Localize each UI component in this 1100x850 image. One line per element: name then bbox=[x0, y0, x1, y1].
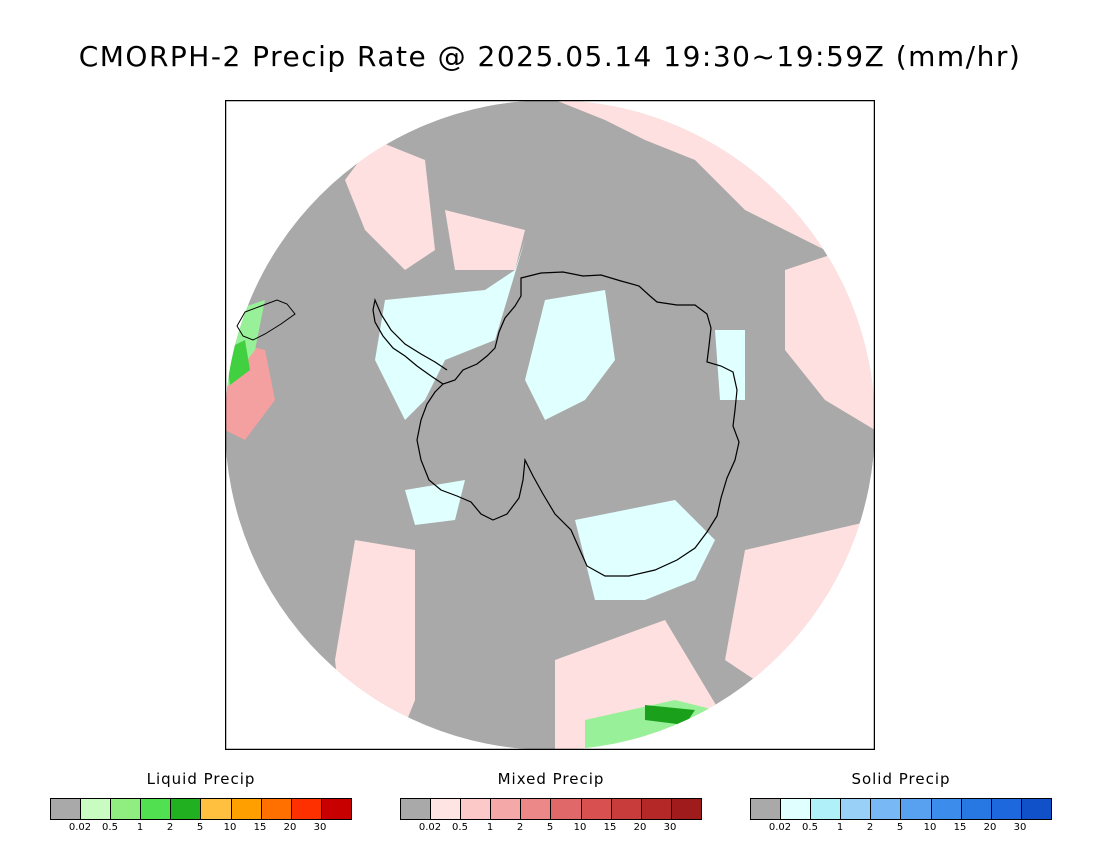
liquid-precip-region bbox=[645, 705, 695, 725]
map-panel bbox=[225, 100, 875, 750]
legend-tick-label: 5 bbox=[196, 822, 204, 833]
chart-title: CMORPH-2 Precip Rate @ 2025.05.14 19:30~… bbox=[78, 40, 1022, 73]
antarctic-peninsula-outline bbox=[372, 297, 448, 385]
legend-tick-label: 15 bbox=[953, 822, 967, 833]
legend-solid: Solid Precip 0.02 0.5 1 2 5 10 15 20 30 bbox=[750, 770, 1052, 836]
legend-tick-label: 10 bbox=[573, 822, 587, 833]
legend-tick-label: 20 bbox=[983, 822, 997, 833]
solid-precip-region bbox=[525, 290, 615, 420]
legend-tick-label: 20 bbox=[633, 822, 647, 833]
legend-ticks-liquid: 0.02 0.5 1 2 5 10 15 20 30 bbox=[50, 822, 350, 836]
solid-precip-region bbox=[715, 330, 745, 400]
legend-tick-label: 30 bbox=[663, 822, 677, 833]
legend-swatch bbox=[321, 799, 351, 819]
legend-swatch bbox=[291, 799, 322, 819]
legend-swatch bbox=[671, 799, 701, 819]
legend-swatch bbox=[141, 799, 172, 819]
legend-tick-label: 1 bbox=[136, 822, 144, 833]
legend-swatch bbox=[231, 799, 262, 819]
legend-swatch bbox=[961, 799, 992, 819]
legend-swatch bbox=[401, 799, 432, 819]
legend-swatch bbox=[261, 799, 292, 819]
legend-bar-solid bbox=[750, 798, 1052, 820]
legend-tick-label: 30 bbox=[313, 822, 327, 833]
legend-swatch bbox=[901, 799, 932, 819]
legend-tick-label: 0.5 bbox=[802, 822, 818, 833]
map-border bbox=[225, 100, 875, 750]
legend-swatch bbox=[611, 799, 642, 819]
legend-swatch bbox=[201, 799, 232, 819]
legend-tick-label: 15 bbox=[603, 822, 617, 833]
legend-ticks-solid: 0.02 0.5 1 2 5 10 15 20 30 bbox=[750, 822, 1050, 836]
legend-tick-label: 2 bbox=[866, 822, 874, 833]
legend-bar-mixed bbox=[400, 798, 702, 820]
legend-swatch bbox=[991, 799, 1022, 819]
legend-swatch bbox=[171, 799, 202, 819]
legend-swatch bbox=[751, 799, 782, 819]
legend-swatch bbox=[1021, 799, 1051, 819]
legend-swatch bbox=[111, 799, 142, 819]
legend-tick-label: 0.5 bbox=[102, 822, 118, 833]
solid-precip-areas bbox=[375, 240, 745, 600]
legend-bar-liquid bbox=[50, 798, 352, 820]
legend-tick-label: 5 bbox=[546, 822, 554, 833]
legend-tick-label: 20 bbox=[283, 822, 297, 833]
legend-swatch bbox=[461, 799, 492, 819]
legend-swatch bbox=[841, 799, 872, 819]
legend-tick-label: 2 bbox=[516, 822, 524, 833]
legend-tick-label: 0.02 bbox=[68, 822, 92, 833]
legend-swatch bbox=[551, 799, 582, 819]
legend-tick-label: 10 bbox=[223, 822, 237, 833]
legend-title-liquid: Liquid Precip bbox=[146, 770, 256, 788]
legend-swatch bbox=[931, 799, 962, 819]
legend-swatch bbox=[81, 799, 112, 819]
antarctica-coastline bbox=[416, 271, 740, 577]
legend-swatch bbox=[781, 799, 812, 819]
polar-map bbox=[225, 100, 875, 750]
legend-tick-label: 30 bbox=[1013, 822, 1027, 833]
solid-precip-region bbox=[575, 500, 715, 600]
legend-tick-label: 10 bbox=[923, 822, 937, 833]
legend-tick-label: 2 bbox=[166, 822, 174, 833]
legend-swatch bbox=[51, 799, 82, 819]
legend-title-mixed: Mixed Precip bbox=[497, 770, 605, 788]
precip-field bbox=[225, 100, 875, 750]
legend-tick-label: 1 bbox=[836, 822, 844, 833]
solid-precip-region bbox=[405, 480, 465, 525]
legend-ticks-mixed: 0.02 0.5 1 2 5 10 15 20 30 bbox=[400, 822, 700, 836]
legend-title-solid: Solid Precip bbox=[851, 770, 951, 788]
legend-swatch bbox=[641, 799, 672, 819]
legend-swatch bbox=[581, 799, 612, 819]
solid-precip-region bbox=[375, 240, 525, 420]
legend-swatch bbox=[811, 799, 842, 819]
legend-liquid: Liquid Precip 0.02 0.5 1 2 5 10 15 20 30 bbox=[50, 770, 352, 836]
legend-swatch bbox=[491, 799, 522, 819]
legend-tick-label: 0.02 bbox=[418, 822, 442, 833]
legend-tick-label: 15 bbox=[253, 822, 267, 833]
legend-tick-label: 0.02 bbox=[768, 822, 792, 833]
legend-mixed: Mixed Precip 0.02 0.5 1 2 5 10 15 20 30 bbox=[400, 770, 702, 836]
legend-swatch bbox=[521, 799, 552, 819]
legend-tick-label: 5 bbox=[896, 822, 904, 833]
legend-tick-label: 1 bbox=[486, 822, 494, 833]
legend-tick-label: 0.5 bbox=[452, 822, 468, 833]
legend-swatch bbox=[431, 799, 462, 819]
mixed-precip-region bbox=[445, 210, 525, 270]
mixed-precip-region bbox=[345, 140, 435, 270]
legend-swatch bbox=[871, 799, 902, 819]
south-america-tip-outline bbox=[236, 299, 296, 341]
